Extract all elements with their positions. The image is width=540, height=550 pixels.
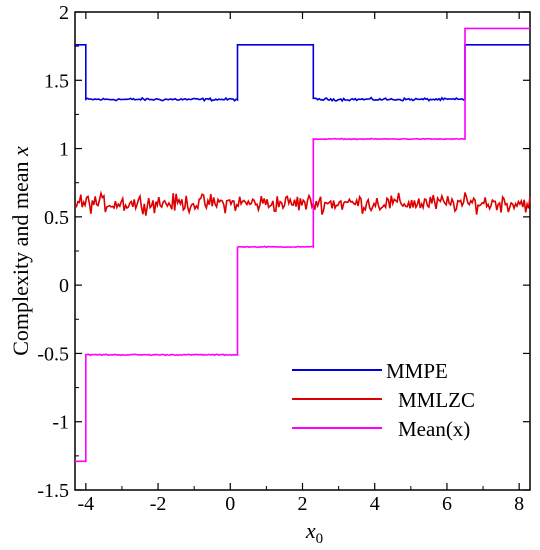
legend-label: MMPE: [386, 359, 448, 383]
y-tick-label: 0.5: [44, 207, 69, 229]
x-axis-label-sub: 0: [316, 531, 324, 547]
series-layer: [74, 27, 531, 463]
plot-area: -4 -2 0 2 4 6 8 -1.5 -1 -0.5 0 0.5 1 1.5 2 MMPE MMLZC Me…: [37, 2, 531, 515]
series-line-mean-x: [75, 27, 530, 463]
legend-label: MMLZC: [398, 388, 475, 412]
x-tick-label: 0: [225, 493, 235, 515]
legend: MMPE MMLZC Mean(x): [292, 359, 475, 441]
y-tick-label: 0: [59, 275, 69, 297]
x-axis-label: x0: [305, 518, 323, 547]
y-tick-label: -0.5: [37, 343, 69, 365]
x-tick-label: 2: [298, 493, 308, 515]
y-tick-label: 1.5: [44, 70, 69, 92]
y-tick-label: 2: [59, 2, 69, 24]
x-tick-label: 6: [442, 493, 452, 515]
x-axis-label-var: x: [305, 518, 316, 543]
series-line-mmlzc: [74, 190, 531, 216]
y-tick-label: -1: [52, 412, 69, 434]
x-tick-label: -2: [150, 493, 167, 515]
y-tick-label: -1.5: [37, 480, 69, 502]
x-tick-label: 4: [370, 493, 380, 515]
x-tick-label: 8: [514, 493, 524, 515]
y-axis-label-main: Complexity and mean: [8, 156, 33, 356]
series-line-mmpe: [75, 44, 530, 103]
legend-label: Mean(x): [398, 417, 470, 441]
y-axis-label-var: x: [8, 146, 33, 157]
tick-layer: -4 -2 0 2 4 6 8 -1.5 -1 -0.5 0 0.5 1 1.5 2: [37, 2, 530, 515]
x-tick-label: -4: [77, 493, 94, 515]
y-tick-label: 1: [59, 139, 69, 161]
y-axis-label: Complexity and mean x: [8, 146, 33, 356]
